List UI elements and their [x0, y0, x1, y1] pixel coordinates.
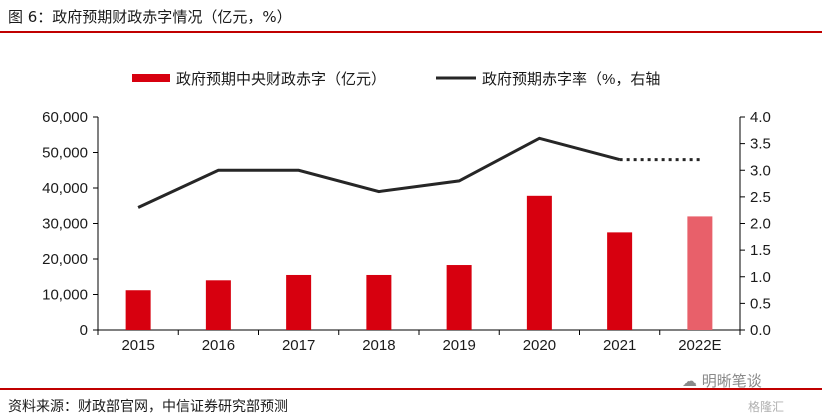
- watermark-sub: 格隆汇: [748, 400, 785, 414]
- right-tick-label: 1.5: [750, 242, 771, 259]
- x-tick-label: 2016: [202, 337, 235, 354]
- left-tick-label: 30,000: [42, 216, 88, 233]
- x-tick-label: 2019: [442, 337, 475, 354]
- left-tick-label: 0: [80, 322, 88, 339]
- figure-title: 图 6：政府预期财政赤字情况（亿元，%）: [8, 8, 292, 26]
- watermark-text: 明晰笔谈: [701, 372, 762, 390]
- bar-deficit-2021: [607, 232, 633, 330]
- x-tick-label: 2020: [523, 337, 556, 354]
- title-divider: [0, 31, 822, 33]
- bar-deficit-2015: [125, 290, 151, 330]
- legend-bar-swatch: [132, 74, 170, 82]
- right-tick-label: 1.0: [750, 269, 771, 286]
- x-tick-label: 2017: [282, 337, 315, 354]
- right-tick-label: 3.5: [750, 136, 771, 153]
- legend-bar-label: 政府预期中央财政赤字（亿元）: [176, 71, 386, 88]
- right-tick-label: 0.5: [750, 295, 771, 312]
- bar-deficit-2016: [205, 280, 231, 330]
- x-tick-label: 2021: [603, 337, 636, 354]
- bar-deficit-2020: [526, 195, 552, 330]
- bar-deficit-2018: [366, 274, 392, 330]
- left-tick-label: 20,000: [42, 251, 88, 268]
- left-tick-label: 60,000: [42, 109, 88, 126]
- x-tick-label: 2015: [121, 337, 154, 354]
- right-tick-label: 4.0: [750, 109, 771, 126]
- bar-deficit-2019: [446, 265, 472, 330]
- x-tick-label: 2018: [362, 337, 395, 354]
- source-note: 资料来源：财政部官网，中信证券研究部预测: [8, 399, 288, 415]
- chart-canvas: 0 10,000 20,000 30,000 40,000 50,000 60,000 0.0…: [42, 71, 771, 354]
- legend-line-label: 政府预期赤字率（%，右轴: [482, 71, 660, 88]
- left-tick-label: 50,000: [42, 145, 88, 162]
- right-tick-label: 2.0: [750, 216, 771, 233]
- left-tick-label: 40,000: [42, 180, 88, 197]
- right-tick-label: 3.0: [750, 162, 771, 179]
- right-tick-label: 2.5: [750, 189, 771, 206]
- right-tick-label: 0.0: [750, 322, 771, 339]
- watermark: ☁ 明晰笔谈: [682, 370, 762, 391]
- x-tick-label: 2022E: [678, 337, 721, 354]
- bar-deficit-2022E: [687, 216, 713, 330]
- wechat-icon: ☁: [682, 372, 697, 390]
- left-tick-label: 10,000: [42, 287, 88, 304]
- footer-divider: [0, 388, 822, 390]
- bar-deficit-2017: [286, 274, 312, 330]
